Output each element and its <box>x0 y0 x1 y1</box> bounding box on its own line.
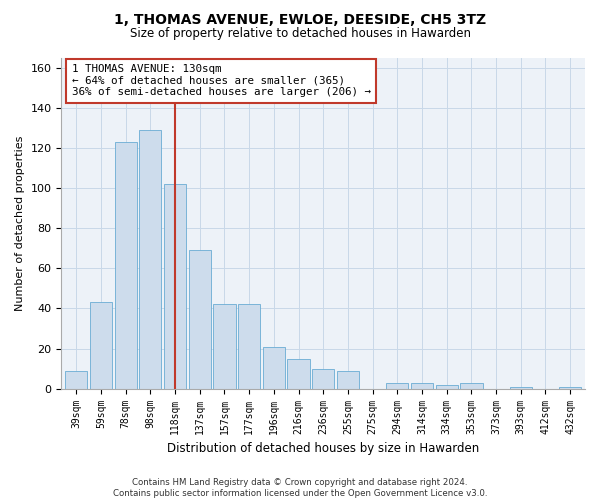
Bar <box>312 368 334 388</box>
Text: Contains HM Land Registry data © Crown copyright and database right 2024.
Contai: Contains HM Land Registry data © Crown c… <box>113 478 487 498</box>
Bar <box>90 302 112 388</box>
Bar <box>263 346 285 389</box>
Bar <box>337 370 359 388</box>
X-axis label: Distribution of detached houses by size in Hawarden: Distribution of detached houses by size … <box>167 442 479 455</box>
Text: 1, THOMAS AVENUE, EWLOE, DEESIDE, CH5 3TZ: 1, THOMAS AVENUE, EWLOE, DEESIDE, CH5 3T… <box>114 12 486 26</box>
Bar <box>115 142 137 388</box>
Bar <box>188 250 211 388</box>
Bar <box>460 382 482 388</box>
Bar <box>411 382 433 388</box>
Bar <box>213 304 236 388</box>
Bar <box>559 386 581 388</box>
Bar <box>509 386 532 388</box>
Text: Size of property relative to detached houses in Hawarden: Size of property relative to detached ho… <box>130 28 470 40</box>
Bar <box>287 358 310 388</box>
Text: 1 THOMAS AVENUE: 130sqm
← 64% of detached houses are smaller (365)
36% of semi-d: 1 THOMAS AVENUE: 130sqm ← 64% of detache… <box>72 64 371 98</box>
Bar <box>139 130 161 388</box>
Y-axis label: Number of detached properties: Number of detached properties <box>15 136 25 311</box>
Bar <box>436 384 458 388</box>
Bar <box>164 184 186 388</box>
Bar <box>386 382 409 388</box>
Bar <box>238 304 260 388</box>
Bar <box>65 370 88 388</box>
